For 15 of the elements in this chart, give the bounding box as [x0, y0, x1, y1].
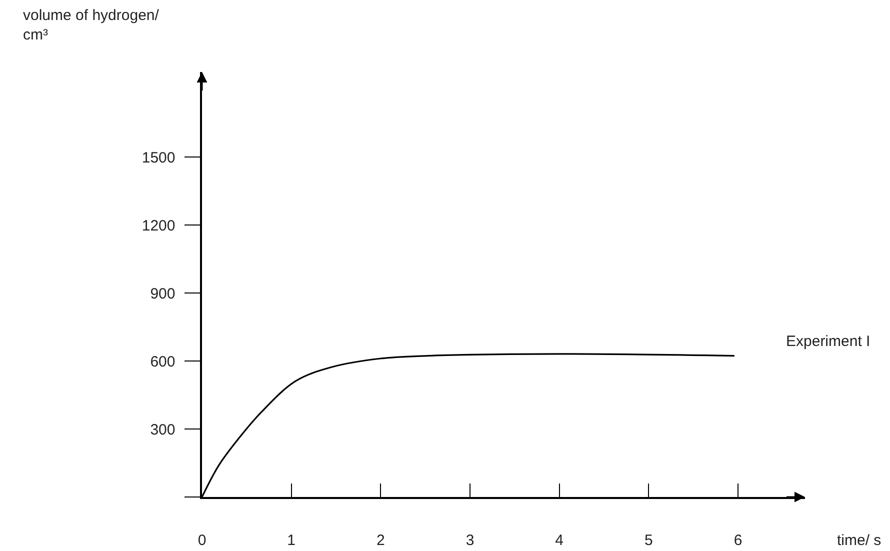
x-axis-title: time/ s: [837, 532, 882, 549]
y-tick-label: 600: [150, 353, 176, 370]
x-tick-label: 3: [466, 532, 474, 549]
x-tick-label: 4: [555, 532, 564, 549]
y-tick-label: 900: [150, 285, 176, 302]
y-tick-label: 1500: [142, 149, 176, 166]
y-tick-label: 1200: [142, 217, 176, 234]
text: Experiment I: [786, 333, 870, 350]
x-tick-label: 6: [734, 532, 742, 549]
x-tick-label: 0: [198, 532, 206, 549]
x-tick-label: 1: [287, 532, 296, 549]
y-tick-label: 300: [150, 421, 176, 438]
x-tick-label: 5: [644, 532, 653, 549]
y-axis-title: volume of hydrogen/ cm³: [23, 7, 160, 44]
x-tick-label: 2: [376, 532, 385, 549]
